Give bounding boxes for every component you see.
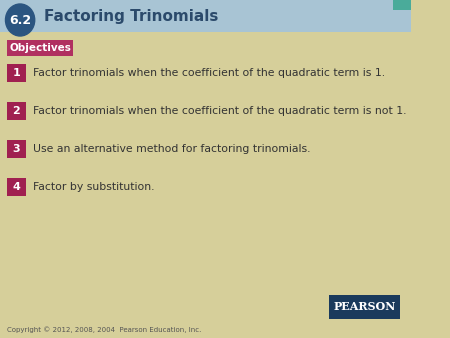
FancyBboxPatch shape	[7, 40, 73, 56]
FancyBboxPatch shape	[7, 140, 26, 158]
Text: Factor by substitution.: Factor by substitution.	[33, 182, 154, 192]
Text: Factor trinomials when the coefficient of the quadratic term is 1.: Factor trinomials when the coefficient o…	[33, 68, 385, 78]
Circle shape	[5, 4, 35, 36]
FancyBboxPatch shape	[7, 64, 26, 82]
FancyBboxPatch shape	[329, 295, 400, 319]
FancyBboxPatch shape	[7, 178, 26, 196]
Text: 6.2: 6.2	[9, 14, 31, 26]
Text: 2: 2	[13, 106, 20, 116]
FancyBboxPatch shape	[393, 0, 411, 10]
Text: PEARSON: PEARSON	[333, 301, 396, 313]
Text: Objectives: Objectives	[9, 43, 71, 53]
Text: 1: 1	[13, 68, 20, 78]
Text: 3: 3	[13, 144, 20, 154]
Text: Copyright © 2012, 2008, 2004  Pearson Education, Inc.: Copyright © 2012, 2008, 2004 Pearson Edu…	[7, 327, 202, 333]
Text: Factoring Trinomials: Factoring Trinomials	[44, 8, 218, 24]
Text: Factor trinomials when the coefficient of the quadratic term is not 1.: Factor trinomials when the coefficient o…	[33, 106, 406, 116]
FancyBboxPatch shape	[7, 102, 26, 120]
Text: Use an alternative method for factoring trinomials.: Use an alternative method for factoring …	[33, 144, 310, 154]
Text: 4: 4	[13, 182, 20, 192]
FancyBboxPatch shape	[0, 0, 411, 32]
